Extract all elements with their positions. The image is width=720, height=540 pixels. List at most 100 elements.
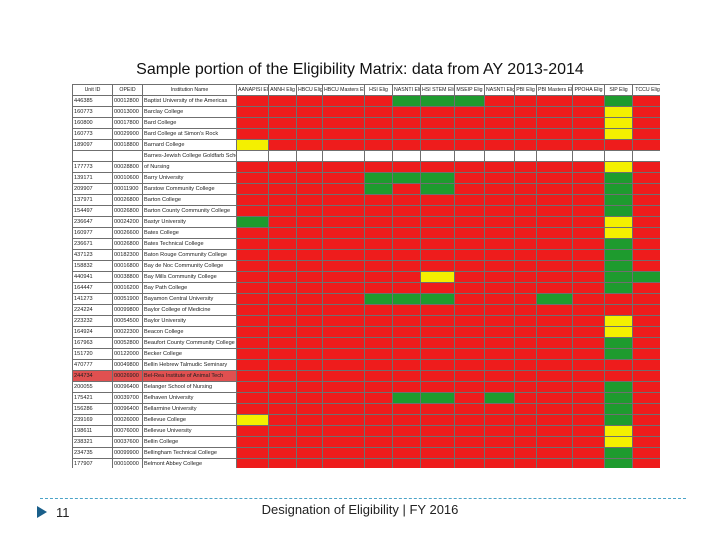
eligibility-cell <box>514 139 537 151</box>
eligibility-cell <box>536 293 573 305</box>
matrix-unit-id-cell: 239169 <box>72 414 113 426</box>
matrix-unit-id-cell: 200055 <box>72 381 113 393</box>
eligibility-cell <box>364 183 393 195</box>
eligibility-cell <box>514 326 537 338</box>
eligibility-cell <box>536 447 573 459</box>
eligibility-cell <box>572 216 605 228</box>
matrix-unit-id-cell: 189097 <box>72 139 113 151</box>
eligibility-cell <box>572 359 605 371</box>
matrix-opeid-cell: 00049800 <box>112 359 143 371</box>
eligibility-cell <box>536 249 573 261</box>
eligibility-cell <box>268 161 297 173</box>
eligibility-cell <box>572 436 605 448</box>
eligibility-cell <box>632 447 660 459</box>
eligibility-cell <box>572 293 605 305</box>
eligibility-cell <box>536 458 573 468</box>
matrix-unit-id-cell: 238321 <box>72 436 113 448</box>
eligibility-cell <box>322 161 365 173</box>
eligibility-cell <box>604 139 633 151</box>
eligibility-cell <box>514 227 537 239</box>
eligibility-cell <box>236 139 269 151</box>
eligibility-cell <box>268 414 297 426</box>
eligibility-cell <box>536 315 573 327</box>
eligibility-cell <box>236 436 269 448</box>
matrix-opeid-cell: 00018800 <box>112 139 143 151</box>
matrix-column-header: TCCU Elig <box>632 84 660 96</box>
eligibility-cell <box>392 370 421 382</box>
eligibility-cell <box>536 425 573 437</box>
eligibility-cell <box>632 271 660 283</box>
eligibility-cell <box>454 194 485 206</box>
eligibility-cell <box>536 150 573 162</box>
matrix-opeid-cell: 00052800 <box>112 337 143 349</box>
eligibility-cell <box>236 205 269 217</box>
eligibility-cell <box>454 216 485 228</box>
eligibility-cell <box>268 381 297 393</box>
eligibility-cell <box>604 392 633 404</box>
eligibility-cell <box>392 359 421 371</box>
eligibility-cell <box>296 293 323 305</box>
eligibility-cell <box>514 304 537 316</box>
eligibility-cell <box>632 238 660 250</box>
eligibility-cell <box>604 381 633 393</box>
eligibility-cell <box>322 117 365 129</box>
eligibility-cell <box>420 392 455 404</box>
matrix-unit-id-cell: 156286 <box>72 403 113 415</box>
eligibility-cell <box>296 194 323 206</box>
matrix-row: 158832 00016800 Bay de Noc Community Colle… <box>72 260 660 272</box>
eligibility-cell <box>236 106 269 118</box>
eligibility-cell <box>536 216 573 228</box>
eligibility-cell <box>484 436 515 448</box>
eligibility-cell <box>268 282 297 294</box>
eligibility-cell <box>296 326 323 338</box>
matrix-column-header: Unit ID <box>72 84 113 96</box>
eligibility-cell <box>296 227 323 239</box>
eligibility-cell <box>296 139 323 151</box>
eligibility-cell <box>420 238 455 250</box>
eligibility-cell <box>536 381 573 393</box>
eligibility-cell <box>268 315 297 327</box>
eligibility-cell <box>514 183 537 195</box>
eligibility-cell <box>420 216 455 228</box>
matrix-opeid-cell: 00026800 <box>112 194 143 206</box>
matrix-opeid-cell: 00016200 <box>112 282 143 294</box>
matrix-institution-cell: Belanger School of Nursing <box>142 381 237 393</box>
matrix-opeid-cell: 00076000 <box>112 425 143 437</box>
eligibility-cell <box>632 315 660 327</box>
eligibility-cell <box>322 282 365 294</box>
eligibility-cell <box>536 403 573 415</box>
eligibility-cell <box>536 95 573 107</box>
eligibility-cell <box>322 95 365 107</box>
eligibility-cell <box>392 293 421 305</box>
matrix-institution-cell: Barry University <box>142 172 237 184</box>
eligibility-cell <box>364 436 393 448</box>
eligibility-cell <box>632 458 660 468</box>
eligibility-cell <box>514 95 537 107</box>
matrix-row: 160773 00013000 Barclay College <box>72 106 660 118</box>
matrix-institution-cell: Belhaven University <box>142 392 237 404</box>
matrix-unit-id-cell: 160977 <box>72 227 113 239</box>
eligibility-cell <box>536 117 573 129</box>
eligibility-cell <box>236 282 269 294</box>
eligibility-cell <box>484 128 515 140</box>
eligibility-cell <box>236 172 269 184</box>
eligibility-cell <box>536 260 573 272</box>
eligibility-cell <box>514 381 537 393</box>
eligibility-cell <box>514 194 537 206</box>
matrix-unit-id-cell: 160773 <box>72 106 113 118</box>
matrix-unit-id-cell: 164924 <box>72 326 113 338</box>
eligibility-cell <box>236 150 269 162</box>
matrix-opeid-cell: 00039700 <box>112 392 143 404</box>
eligibility-cell <box>604 128 633 140</box>
eligibility-cell <box>604 161 633 173</box>
eligibility-cell <box>454 447 485 459</box>
matrix-column-header: PBI Elig <box>514 84 537 96</box>
matrix-institution-cell: Bay Mills Community College <box>142 271 237 283</box>
eligibility-cell <box>420 260 455 272</box>
matrix-opeid-cell: 00026600 <box>112 227 143 239</box>
eligibility-cell <box>236 183 269 195</box>
matrix-unit-id-cell: 141273 <box>72 293 113 305</box>
eligibility-cell <box>454 106 485 118</box>
eligibility-cell <box>514 348 537 360</box>
eligibility-cell <box>604 447 633 459</box>
